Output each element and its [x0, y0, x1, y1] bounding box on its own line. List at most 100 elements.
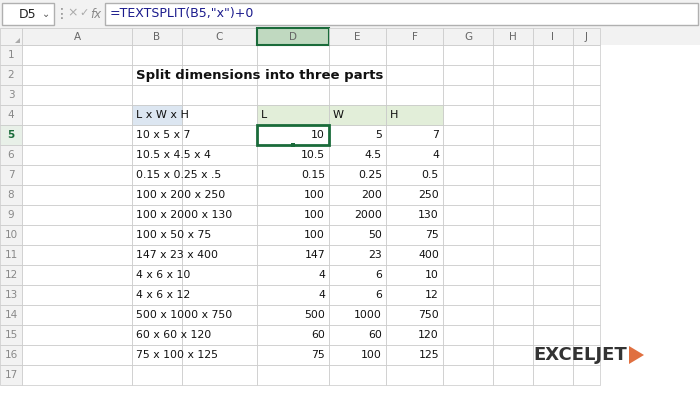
Bar — [22, 245, 132, 265]
Bar — [386, 265, 443, 285]
Bar — [386, 325, 443, 345]
Text: 75 x 100 x 125: 75 x 100 x 125 — [136, 350, 218, 360]
Text: I: I — [552, 32, 554, 42]
Bar — [132, 345, 182, 365]
Bar — [386, 185, 443, 205]
Text: 250: 250 — [419, 190, 439, 200]
Bar — [573, 145, 600, 165]
Text: 4: 4 — [8, 110, 14, 120]
Text: 2: 2 — [8, 70, 14, 80]
Text: J: J — [585, 32, 588, 42]
Bar — [2, 3, 54, 25]
Text: 75: 75 — [312, 350, 325, 360]
Text: C: C — [216, 32, 223, 42]
Text: D: D — [289, 32, 297, 42]
Text: 6: 6 — [375, 270, 382, 280]
Bar — [443, 245, 493, 265]
Bar — [533, 365, 573, 385]
Bar — [132, 105, 182, 125]
Text: 17: 17 — [4, 370, 18, 380]
Bar — [132, 28, 182, 45]
Text: ✓: ✓ — [79, 8, 89, 18]
Bar — [533, 225, 573, 245]
Bar — [493, 225, 533, 245]
Bar — [443, 65, 493, 85]
Bar — [257, 365, 329, 385]
Bar — [132, 105, 182, 125]
Bar — [443, 265, 493, 285]
Bar — [22, 145, 132, 165]
Bar — [22, 265, 132, 285]
Bar — [533, 265, 573, 285]
Bar — [257, 165, 329, 185]
Bar — [386, 305, 443, 325]
Bar — [182, 45, 257, 65]
Bar — [257, 185, 329, 205]
Bar — [443, 325, 493, 345]
Bar — [443, 365, 493, 385]
Text: 100: 100 — [361, 350, 382, 360]
Text: Split dimensions into three parts: Split dimensions into three parts — [136, 68, 384, 82]
Bar — [329, 28, 386, 45]
Bar — [132, 265, 182, 285]
Bar — [257, 345, 329, 365]
Bar — [573, 365, 600, 385]
Bar — [0, 305, 22, 325]
Text: 500: 500 — [304, 310, 325, 320]
Bar — [573, 205, 600, 225]
Bar — [386, 365, 443, 385]
Bar — [573, 245, 600, 265]
Bar — [257, 145, 329, 165]
Text: 1000: 1000 — [354, 310, 382, 320]
Text: 100 x 200 x 250: 100 x 200 x 250 — [136, 190, 225, 200]
Bar — [533, 125, 573, 145]
Bar — [533, 325, 573, 345]
Bar — [257, 245, 329, 265]
Bar — [493, 65, 533, 85]
Text: 147: 147 — [304, 250, 325, 260]
Bar — [22, 205, 132, 225]
Text: 15: 15 — [4, 330, 18, 340]
Text: 200: 200 — [361, 190, 382, 200]
Bar — [0, 45, 22, 65]
Bar — [443, 185, 493, 205]
Text: 0.15: 0.15 — [301, 170, 325, 180]
Bar — [182, 145, 257, 165]
Bar — [533, 185, 573, 205]
Bar — [0, 285, 22, 305]
Bar — [329, 365, 386, 385]
Bar — [573, 165, 600, 185]
Bar — [0, 265, 22, 285]
Bar — [386, 85, 443, 105]
Bar — [132, 65, 182, 85]
Bar — [493, 285, 533, 305]
Bar — [573, 285, 600, 305]
Bar — [493, 28, 533, 45]
Text: 14: 14 — [4, 310, 18, 320]
Bar — [0, 28, 22, 45]
Text: 4: 4 — [318, 270, 325, 280]
Bar — [0, 65, 22, 85]
Bar — [573, 85, 600, 105]
Bar — [493, 105, 533, 125]
Text: 5: 5 — [375, 130, 382, 140]
Bar — [257, 105, 329, 125]
Text: 4 x 6 x 12: 4 x 6 x 12 — [136, 290, 190, 300]
Bar — [329, 305, 386, 325]
Bar — [573, 125, 600, 145]
Bar — [573, 225, 600, 245]
Bar — [22, 325, 132, 345]
Bar — [533, 28, 573, 45]
Bar — [257, 45, 329, 65]
Bar — [386, 45, 443, 65]
Text: 4: 4 — [318, 290, 325, 300]
Bar — [132, 125, 182, 145]
Bar — [0, 185, 22, 205]
Text: F: F — [412, 32, 417, 42]
Text: L: L — [261, 110, 267, 120]
Bar — [386, 105, 443, 125]
Bar — [132, 285, 182, 305]
Bar — [573, 65, 600, 85]
Bar — [493, 205, 533, 225]
Text: 10: 10 — [311, 130, 325, 140]
